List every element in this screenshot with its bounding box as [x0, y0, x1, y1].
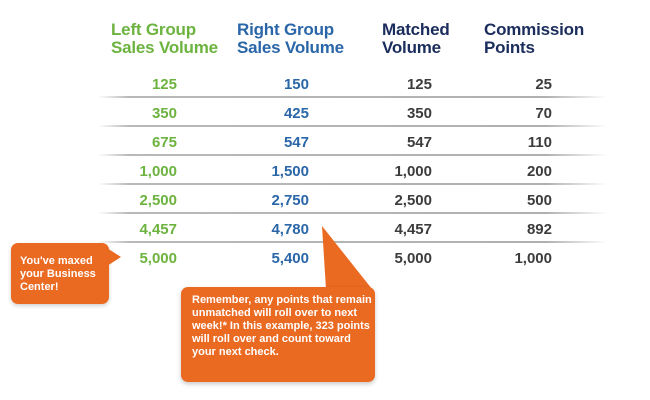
row-divider	[98, 241, 607, 243]
right-volume-cell: 425	[283, 105, 309, 122]
commission-points-cell: 110	[527, 134, 552, 151]
header-left-group-sales-volume: Left Group Sales Volume	[111, 21, 218, 57]
left-volume-cell: 5,000	[139, 250, 177, 267]
right-volume-cell: 1,500	[271, 163, 309, 180]
header-commission-line1: Commission	[484, 20, 585, 39]
commission-points-cell: 200	[526, 163, 552, 180]
header-left-line2: Sales Volume	[111, 38, 218, 57]
right-volume-cell: 2,750	[271, 192, 309, 209]
matched-volume-cell: 2,500	[394, 192, 432, 209]
right-volume-cell: 5,400	[271, 250, 309, 267]
commission-points-cell: 500	[526, 192, 552, 209]
left-volume-cell: 675	[151, 134, 177, 151]
matched-volume-cell: 1,000	[394, 163, 432, 180]
header-matched-volume: Matched Volume	[382, 21, 450, 57]
row-divider	[98, 125, 607, 127]
commission-points-cell: 25	[535, 76, 552, 93]
left-volume-cell: 1,000	[139, 163, 177, 180]
row-divider	[98, 96, 607, 98]
commission-points-cell: 892	[526, 221, 552, 238]
row-divider	[98, 183, 607, 185]
row-divider	[98, 154, 607, 156]
header-left-line1: Left Group	[111, 20, 196, 39]
matched-volume-cell: 5,000	[394, 250, 432, 267]
matched-volume-cell: 125	[406, 76, 432, 93]
header-right-group-sales-volume: Right Group Sales Volume	[237, 21, 344, 57]
header-right-line1: Right Group	[237, 20, 334, 39]
header-commission-line2: Points	[484, 38, 535, 57]
right-volume-cell: 4,780	[271, 221, 309, 238]
left-volume-cell: 4,457	[139, 221, 177, 238]
matched-volume-cell: 547	[406, 134, 432, 151]
maxed-callout-text: You've maxed your Business Center!	[20, 255, 96, 293]
matched-volume-cell: 350	[406, 105, 432, 122]
maxed-callout-bubble	[11, 243, 109, 304]
header-matched-line1: Matched	[382, 20, 450, 39]
commission-points-cell: 70	[535, 105, 552, 122]
right-volume-cell: 150	[283, 76, 309, 93]
left-volume-cell: 350	[151, 105, 177, 122]
left-volume-cell: 125	[151, 76, 177, 93]
commission-points-cell: 1,000	[514, 250, 552, 267]
maxed-callout-pointer	[107, 248, 121, 266]
rollover-callout-text: Remember, any points that remain unmatch…	[192, 294, 372, 358]
right-volume-cell: 547	[283, 134, 309, 151]
header-commission-points: Commission Points	[484, 21, 584, 57]
left-volume-cell: 2,500	[139, 192, 177, 209]
matched-volume-cell: 4,457	[394, 221, 432, 238]
header-matched-line2: Volume	[382, 38, 441, 57]
rollover-callout-bubble	[181, 287, 375, 382]
header-right-line2: Sales Volume	[237, 38, 344, 57]
row-divider	[98, 212, 607, 214]
